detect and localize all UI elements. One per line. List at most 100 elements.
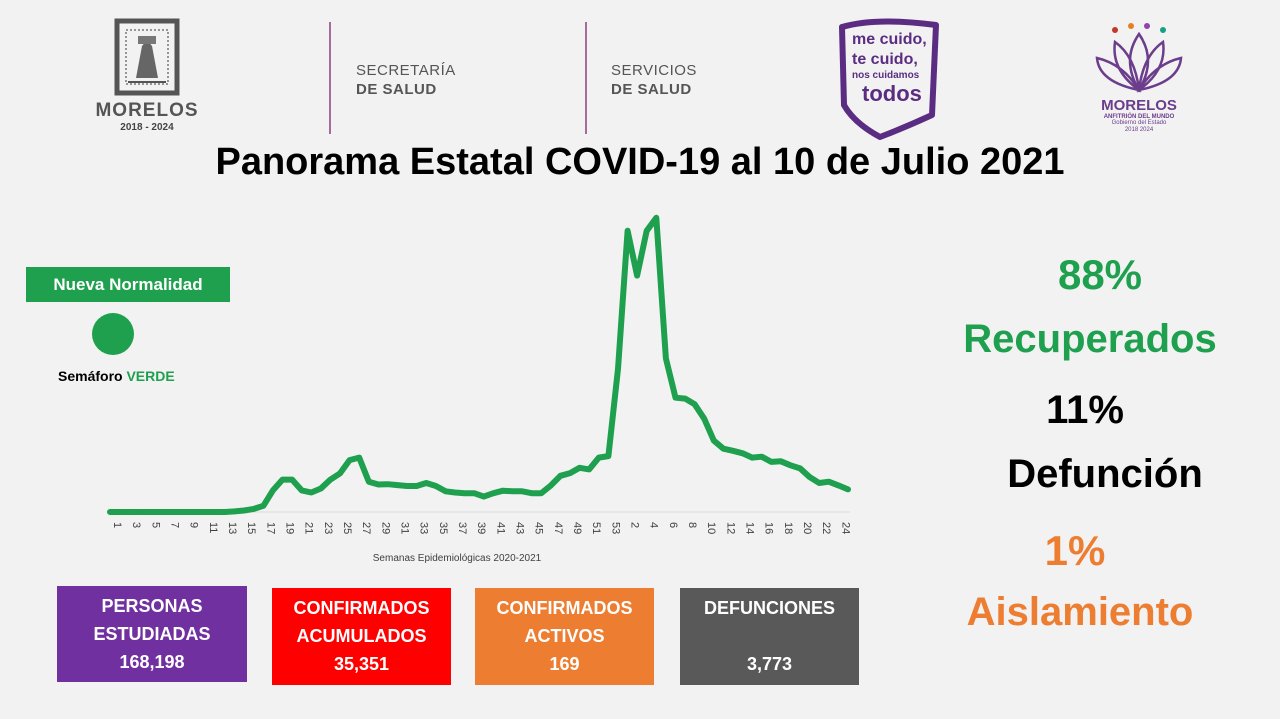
- data-point: [242, 508, 247, 513]
- gobierno-logo-line2: 2018 2024: [1124, 127, 1154, 133]
- card-confirmados-acumulados: CONFIRMADOS ACUMULADOS 35,351: [272, 588, 451, 685]
- data-point: [270, 488, 275, 493]
- card-line2: ACUMULADOS: [296, 626, 427, 646]
- header-divider: [329, 22, 331, 134]
- card-defunciones: DEFUNCIONES 3,773: [680, 588, 859, 685]
- x-tick-label: 27: [360, 522, 372, 534]
- x-tick-label: 35: [437, 522, 449, 534]
- data-point: [740, 451, 745, 456]
- data-point: [366, 479, 371, 484]
- x-tick-label: 8: [686, 522, 698, 528]
- card-confirmados-activos: CONFIRMADOS ACTIVOS 169: [475, 588, 654, 685]
- data-point: [539, 491, 544, 496]
- card-line1: DEFUNCIONES: [703, 598, 835, 618]
- card-personas-estudiadas: PERSONAS ESTUDIADAS 168,198: [57, 586, 247, 682]
- servicios-salud-label: SERVICIOS DE SALUD: [611, 61, 697, 99]
- data-point: [338, 471, 342, 476]
- gobierno-logo-name: MORELOS: [1101, 97, 1177, 114]
- data-point: [347, 458, 352, 463]
- x-tick-label: 1: [111, 522, 123, 528]
- data-point: [481, 494, 486, 499]
- data-point: [155, 510, 160, 514]
- x-tick-label: 19: [284, 522, 296, 534]
- weekly-cases-line-chart: 1 3 5 7 9 11 13 15 17 19 21 23 25 27 29 31 33 35 37 39 41 43 4…: [107, 214, 851, 564]
- data-point: [644, 228, 649, 233]
- defuncion-percentage: 11%: [1046, 388, 1124, 432]
- x-tick-label: 16: [763, 522, 775, 534]
- secretaria-line1: SECRETARÍA: [356, 62, 456, 79]
- data-point: [280, 477, 285, 482]
- nueva-normalidad-badge: Nueva Normalidad: [26, 267, 230, 302]
- data-point: [117, 510, 122, 514]
- data-point: [683, 396, 688, 401]
- x-tick-label: 15: [245, 522, 257, 534]
- data-point: [184, 510, 189, 514]
- morelos-gobierno-logo: MORELOS ANFITRIÓN DEL MUNDO Gobierno del…: [1085, 20, 1193, 140]
- card-line1: CONFIRMADOS: [293, 598, 430, 618]
- morelos-logo-name: MORELOS: [95, 100, 199, 121]
- data-point: [558, 473, 563, 478]
- data-point: [520, 489, 525, 494]
- x-tick-label: 6: [667, 522, 679, 528]
- aislamiento-percentage: 1%: [1044, 527, 1106, 574]
- semaforo-label: Semáforo VERDE: [58, 368, 175, 384]
- data-point: [596, 455, 601, 460]
- data-point: [462, 491, 467, 496]
- x-tick-label: 17: [264, 522, 276, 534]
- x-tick-label: 4: [648, 522, 660, 528]
- x-tick-label: 45: [533, 522, 545, 534]
- data-point: [290, 477, 295, 482]
- data-point: [424, 481, 429, 485]
- data-point: [261, 503, 266, 508]
- data-point: [616, 366, 620, 371]
- x-tick-label: 11: [207, 522, 219, 533]
- x-tick-label: 37: [456, 522, 468, 534]
- card-value: 3,773: [746, 654, 793, 674]
- semaforo-green-dot-icon: [92, 313, 134, 355]
- data-point: [625, 228, 630, 233]
- card-line2: ACTIVOS: [524, 626, 605, 646]
- data-point: [203, 510, 208, 514]
- x-tick-label: 18: [782, 522, 794, 534]
- data-point: [414, 484, 419, 488]
- x-tick-label: 29: [379, 522, 391, 534]
- campaign-shield-icon: [839, 18, 939, 140]
- recuperados-percentage: 88%: [1057, 251, 1143, 298]
- campaign-line3: nos cuidamos: [852, 70, 920, 81]
- data-point: [385, 482, 390, 487]
- card-line1: PERSONAS: [101, 596, 203, 616]
- x-tick-label: 14: [744, 522, 756, 534]
- data-point: [548, 483, 553, 488]
- data-point: [405, 484, 410, 488]
- servicios-line2: DE SALUD: [611, 81, 692, 98]
- page-title: Panorama Estatal COVID-19 al 10 de Julio…: [215, 141, 1065, 183]
- data-point: [798, 466, 803, 471]
- card-value: 169: [549, 654, 580, 674]
- x-tick-label: 39: [475, 522, 487, 534]
- x-tick-label: 7: [169, 522, 181, 528]
- semaforo-value: VERDE: [126, 368, 175, 384]
- data-point: [443, 489, 448, 494]
- data-point: [328, 477, 333, 482]
- data-point: [769, 459, 774, 464]
- x-tick-label: 31: [399, 522, 411, 534]
- data-point: [587, 467, 592, 472]
- gobierno-logo-tagline: ANFITRIÓN DEL MUNDO: [1103, 114, 1175, 120]
- campaign-line2: te cuido,: [852, 51, 918, 68]
- data-point: [472, 491, 477, 496]
- header-divider: [585, 22, 587, 134]
- servicios-line1: SERVICIOS: [611, 62, 697, 79]
- state-seal-icon: [114, 18, 180, 96]
- data-point: [251, 506, 256, 511]
- x-axis-label: Semanas Epidemiológicas 2020-2021: [373, 553, 542, 564]
- x-tick-label: 49: [571, 522, 583, 534]
- secretaria-salud-label: SECRETARÍA DE SALUD: [356, 61, 456, 99]
- data-point: [817, 481, 822, 485]
- morelos-state-logo: MORELOS 2018 - 2024: [92, 18, 202, 138]
- data-point: [194, 510, 199, 514]
- data-point: [433, 484, 438, 488]
- x-tick-label: 25: [341, 522, 353, 534]
- x-tick-label: 20: [801, 522, 813, 534]
- me-cuido-campaign-logo: me cuido, te cuido, nos cuidamos todos: [836, 15, 946, 140]
- lotus-flower-icon: [1095, 23, 1183, 93]
